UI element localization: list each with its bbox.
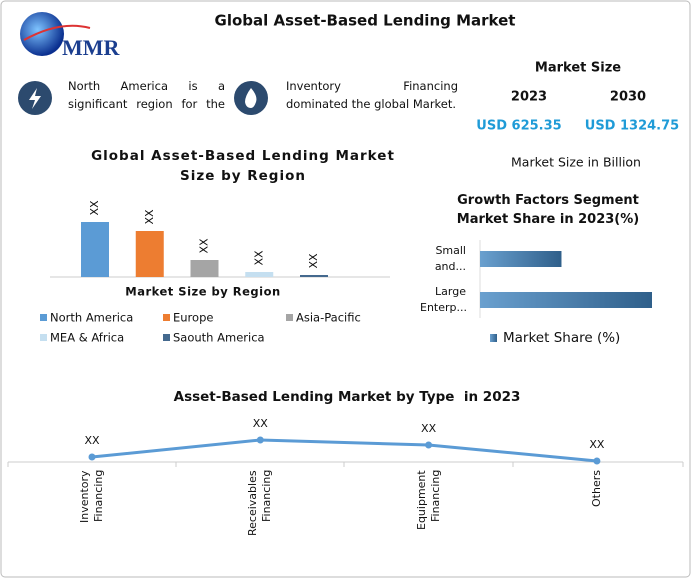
legend-label: MEA & Africa (50, 331, 124, 345)
data-label: XX (88, 200, 101, 216)
point (425, 441, 433, 449)
x-axis-label: Market Size by Region (125, 285, 280, 299)
market-size-title: Market Size (535, 61, 621, 76)
legend-label: Market Share (%) (503, 330, 620, 346)
line (91, 438, 598, 463)
icon-glyph (29, 88, 41, 109)
data-label: XX (253, 417, 269, 430)
legend-swatch (286, 314, 293, 321)
market-value: USD 625.35 (476, 119, 561, 134)
legend-swatch (490, 334, 497, 342)
point (593, 457, 601, 465)
data-label: XX (84, 434, 100, 447)
year: 2023 (511, 90, 547, 105)
x-tick-label: Receivables Financing (246, 470, 274, 536)
legend-label: Europe (173, 311, 213, 325)
bar (480, 292, 652, 308)
year: 2030 (610, 90, 646, 105)
bar (245, 272, 274, 277)
legend-swatch (40, 314, 47, 321)
data-label: XX (307, 253, 320, 269)
data-label: XX (143, 209, 156, 225)
market-value: USD 1324.75 (585, 119, 679, 134)
page-title: Global Asset-Based Lending Market (215, 12, 516, 30)
data-label: XX (589, 438, 605, 451)
chart-title: Global Asset-Based Lending Market Size b… (91, 148, 395, 184)
legend-swatch (163, 334, 170, 341)
logo-swoosh (23, 24, 91, 41)
point (256, 436, 264, 444)
data-label: XX (252, 250, 265, 266)
y-tick-label: Small and... (434, 244, 466, 273)
point (88, 453, 96, 461)
legend-swatch (40, 334, 47, 341)
x-tick-label: Others (589, 470, 603, 507)
bar (300, 275, 328, 277)
highlight: North America is a significant region fo… (68, 79, 225, 111)
logo-globe (20, 12, 64, 56)
bar (81, 222, 109, 277)
x-tick-label: Inventory Financing (78, 470, 105, 523)
chart-title: Asset-Based Lending Market by Type in 20… (174, 389, 521, 405)
legend-label: Asia-Pacific (296, 311, 361, 325)
data-label: XX (421, 422, 437, 435)
x-tick-label: Equipment Financing (414, 470, 442, 530)
legend-label: North America (50, 311, 133, 325)
chart-title: Growth Factors Segment Market Share in 2… (456, 193, 640, 227)
bar (190, 260, 219, 277)
logo-text: MMR (62, 35, 121, 60)
data-label: XX (198, 238, 211, 254)
legend-swatch (163, 314, 170, 321)
bar (135, 231, 164, 277)
legend-label: Saouth America (173, 331, 265, 345)
bar (480, 251, 562, 267)
highlight: Inventory Financing dominated the global… (286, 79, 458, 111)
y-tick-label: Large Enterp... (420, 285, 467, 314)
market-note: Market Size in Billion (511, 155, 641, 170)
icon-glyph (245, 88, 257, 108)
